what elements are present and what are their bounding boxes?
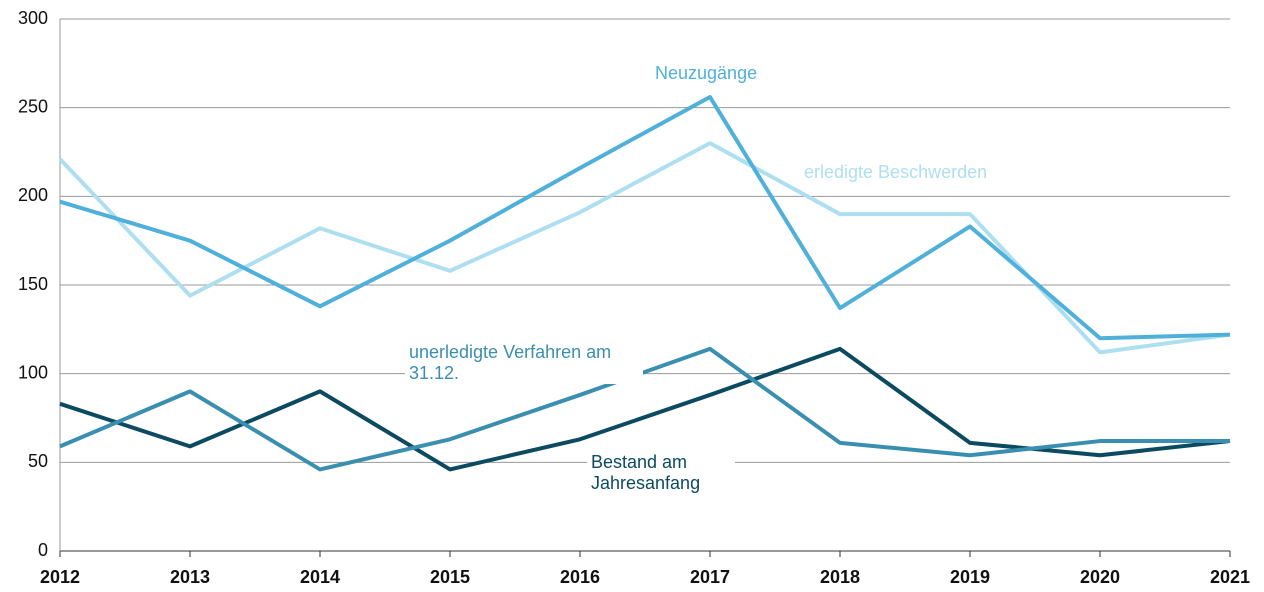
- y-tick-label: 0: [38, 540, 48, 560]
- x-tick-label: 2012: [40, 567, 80, 587]
- x-tick-label: 2014: [300, 567, 340, 587]
- x-tick-label: 2020: [1080, 567, 1120, 587]
- x-tick-label: 2018: [820, 567, 860, 587]
- y-tick-label: 100: [18, 362, 48, 382]
- x-tick-label: 2017: [690, 567, 730, 587]
- series-label: Neuzugänge: [651, 63, 762, 84]
- y-tick-label: 250: [18, 96, 48, 116]
- x-tick-label: 2015: [430, 567, 470, 587]
- y-tick-label: 50: [28, 451, 48, 471]
- line-series: [59, 95, 1231, 341]
- y-tick-label: 200: [18, 185, 48, 205]
- line-series: [58, 141, 1231, 355]
- x-tick-label: 2021: [1210, 567, 1250, 587]
- y-tick-label: 300: [18, 8, 48, 28]
- x-tick-label: 2013: [170, 567, 210, 587]
- x-tick-label: 2019: [950, 567, 990, 587]
- y-tick-label: 150: [18, 274, 48, 294]
- x-tick-label: 2016: [560, 567, 600, 587]
- line-series: [59, 346, 1230, 472]
- series-label: unerledigte Verfahren am 31.12.: [405, 342, 643, 384]
- series-label: erledigte Beschwerden: [800, 162, 992, 183]
- series-label: Bestand am Jahresanfang: [587, 452, 735, 494]
